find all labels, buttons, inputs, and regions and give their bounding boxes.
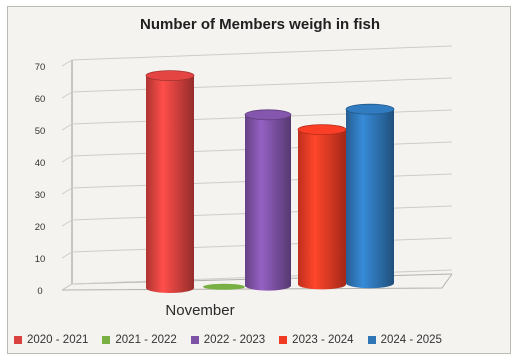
legend-label: 2020 - 2021 [27, 334, 89, 346]
bar-body [346, 109, 394, 289]
gridline-side [61, 187, 73, 195]
legend-swatch [14, 336, 22, 344]
legend-swatch [279, 336, 288, 344]
gridline [71, 77, 453, 93]
gridline [71, 45, 453, 61]
bar-disc [203, 283, 245, 290]
gridline-side [61, 283, 73, 291]
bar-2022-2023 [244, 109, 292, 291]
bar-2020-2021 [145, 70, 195, 293]
legend-item: 2024 - 2025 [367, 334, 442, 346]
legend-item: 2023 - 2024 [279, 334, 354, 346]
legend: 2020 - 2021 2021 - 2022 2022 - 2023 2023 - … [14, 334, 442, 346]
gridline-side [61, 123, 73, 131]
legend-swatch [190, 336, 199, 344]
legend-label: 2022 - 2023 [203, 334, 266, 346]
bar-top [345, 103, 395, 115]
bar-body [245, 114, 291, 291]
legend-item: 2022 - 2023 [190, 334, 266, 346]
gridline-side [61, 59, 73, 67]
bar-body [298, 129, 346, 290]
y-tick-label: 20 [35, 222, 46, 233]
legend-swatch [367, 336, 376, 344]
bar-top [244, 109, 292, 121]
chart-title: Number of Members weigh in fish [139, 16, 381, 33]
bar-2021-2022 [203, 283, 245, 290]
legend-label: 2021 - 2022 [115, 334, 177, 346]
y-tick-label: 70 [35, 62, 46, 73]
legend-swatch [102, 336, 111, 344]
legend-item: 2020 - 2021 [14, 334, 88, 346]
gridline-side [61, 91, 73, 99]
y-tick-label: 50 [35, 126, 46, 137]
legend-item: 2021 - 2022 [102, 334, 177, 346]
legend-label: 2024 - 2025 [380, 334, 442, 346]
gridline-side [61, 251, 73, 259]
x-category-label: November [165, 302, 235, 319]
bar-2023-2024 [297, 124, 347, 290]
bar-top [145, 70, 195, 81]
bar-2024-2025 [345, 103, 395, 289]
y-tick-label: 10 [35, 254, 46, 265]
gridline-side [61, 155, 73, 163]
bar-top [297, 124, 347, 136]
legend-label: 2023 - 2024 [292, 334, 354, 346]
y-axis-ticks: 0 10 20 30 40 50 60 70 [35, 62, 46, 297]
y-tick-label: 60 [35, 94, 46, 105]
y-tick-label: 40 [35, 158, 46, 169]
gridline-side [61, 219, 73, 227]
y-tick-label: 0 [37, 286, 42, 297]
y-tick-label: 30 [35, 190, 46, 201]
bars [145, 70, 395, 293]
bar-body [146, 75, 194, 293]
